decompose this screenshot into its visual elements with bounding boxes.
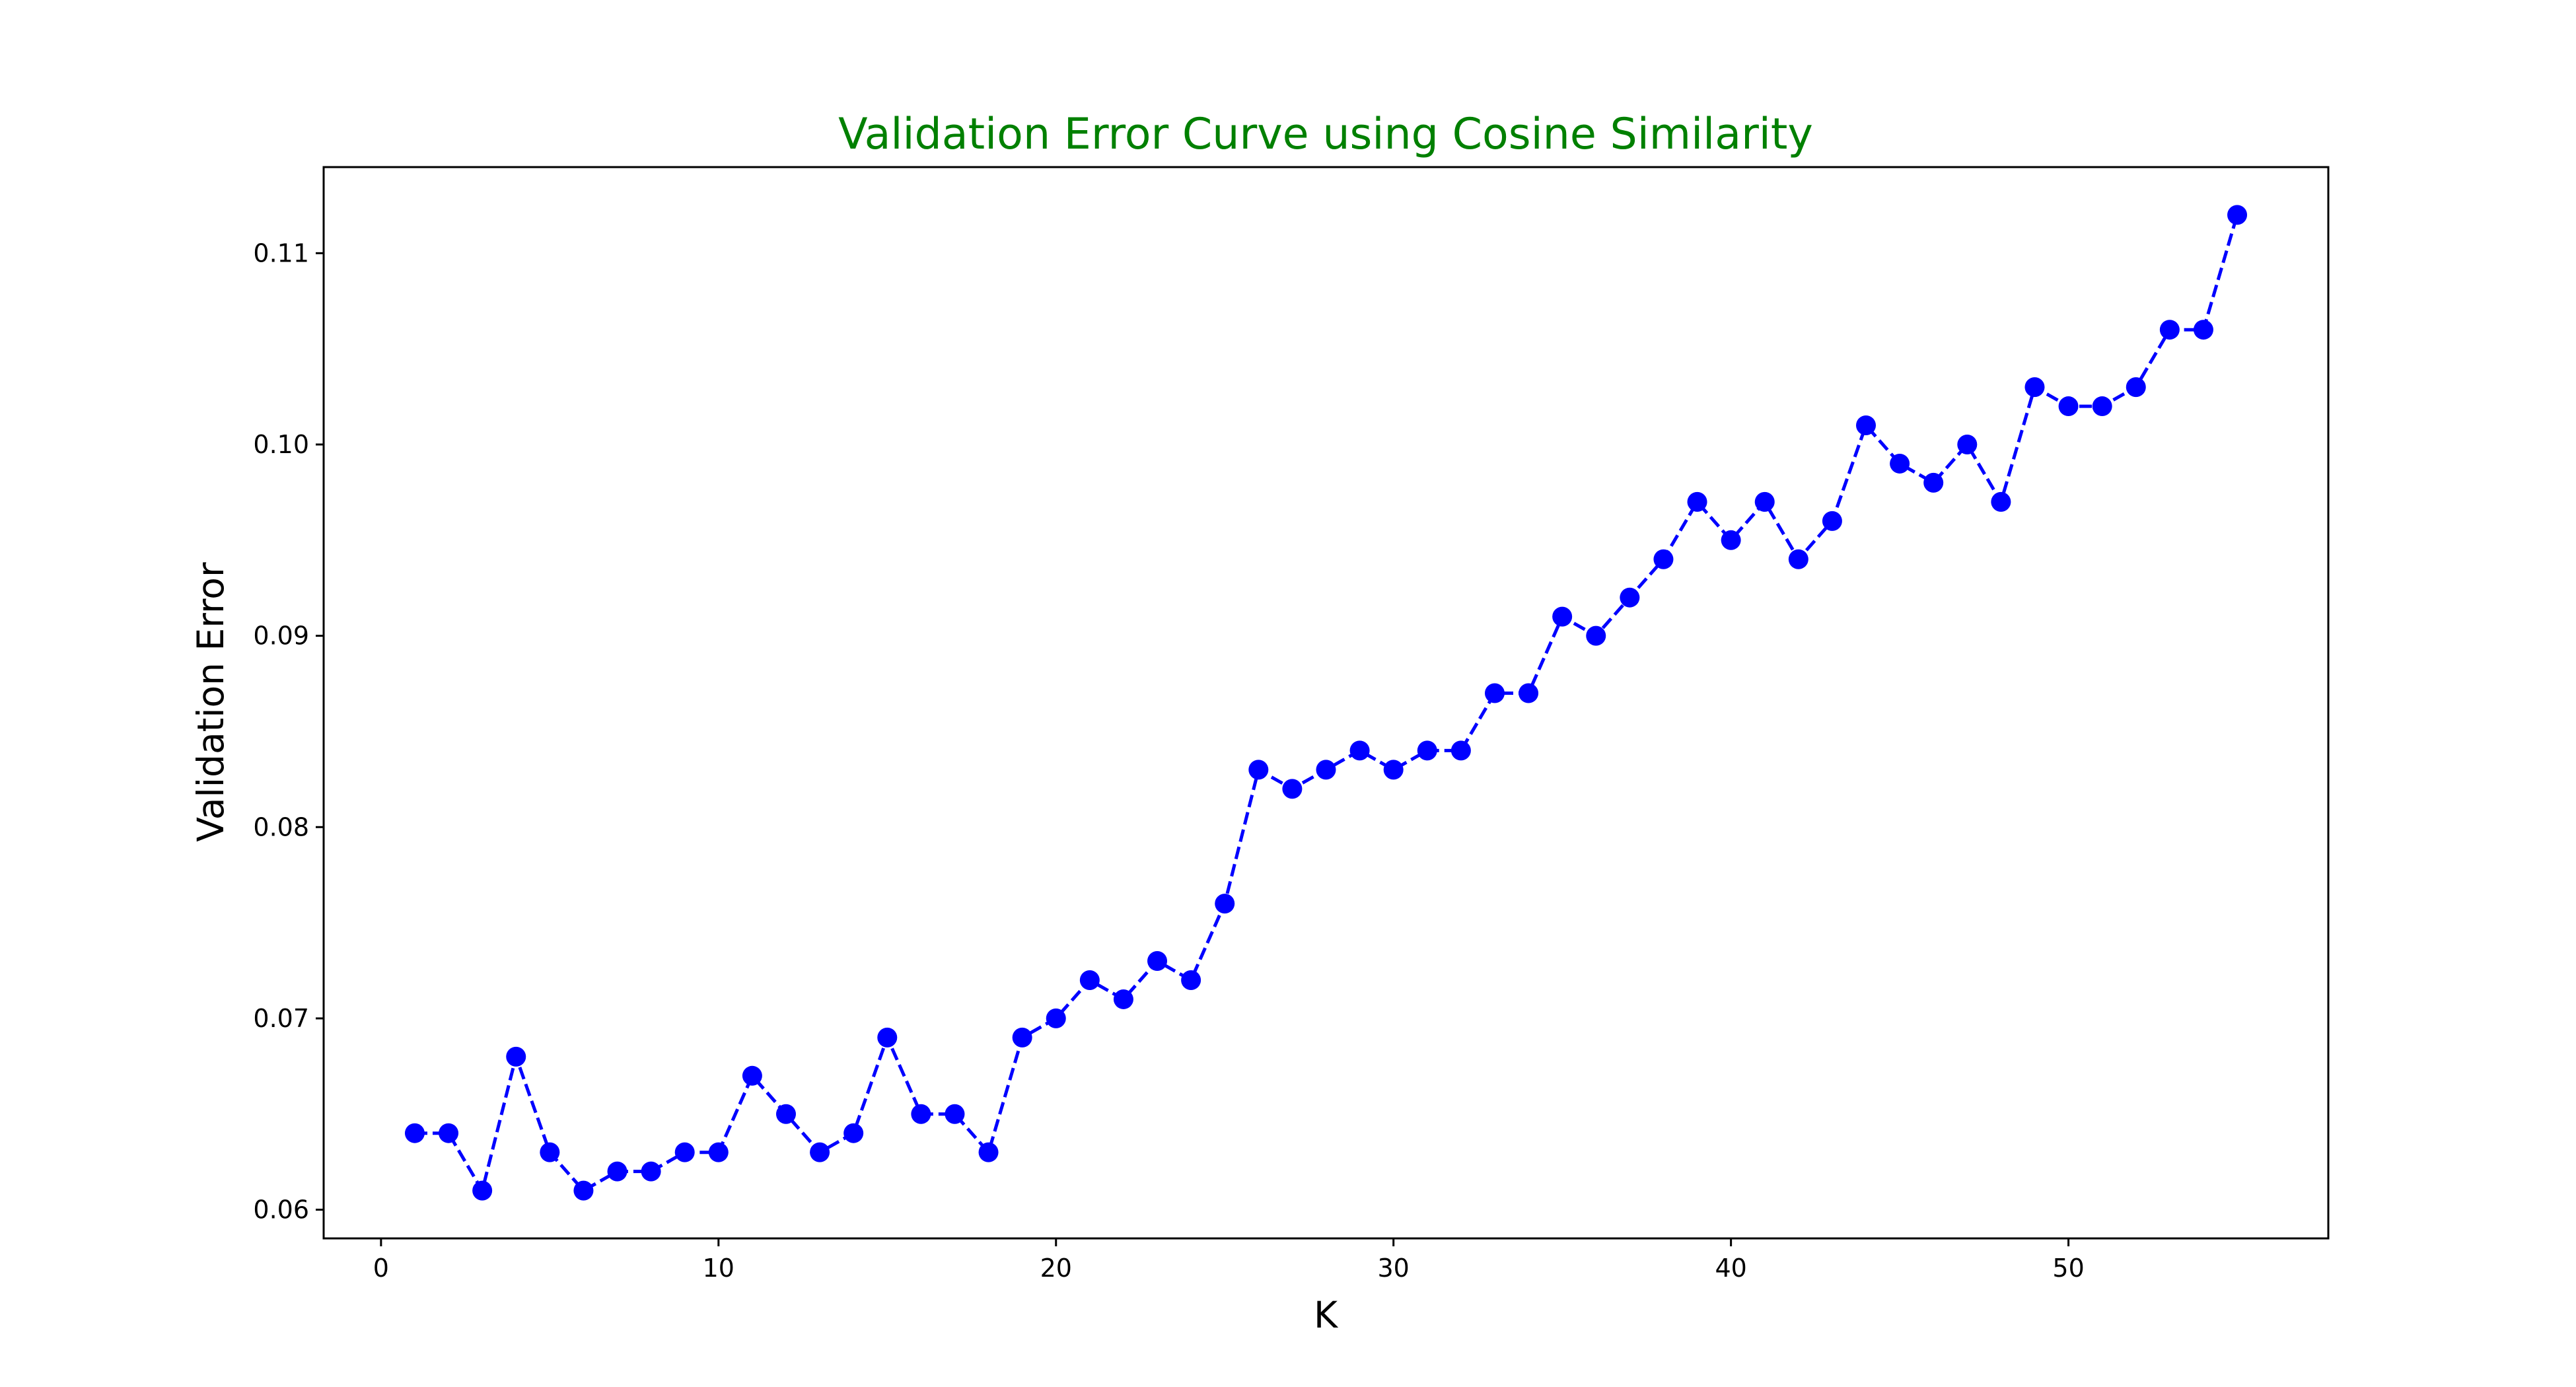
data-point: [1552, 606, 1573, 627]
y-axis-label: Validation Error: [190, 562, 232, 842]
data-point: [404, 1123, 425, 1143]
data-point: [472, 1180, 493, 1201]
data-point: [1417, 740, 1437, 761]
x-tick-label: 20: [1040, 1254, 1072, 1283]
data-point: [1519, 683, 1539, 703]
data-point: [1856, 415, 1877, 436]
data-point: [1620, 587, 1640, 608]
chart-title: Validation Error Curve using Cosine Simi…: [838, 110, 1813, 159]
data-point: [1383, 760, 1404, 780]
data-point: [607, 1161, 627, 1182]
y-tick-label: 0.07: [253, 1004, 309, 1033]
x-axis-label: K: [1314, 1294, 1339, 1336]
x-tick-label: 0: [373, 1254, 389, 1283]
data-point: [1450, 740, 1471, 761]
y-tick-label: 0.11: [253, 238, 309, 267]
data-point: [1687, 491, 1707, 512]
x-axis: 0 10 20 30 40 50: [373, 1238, 2085, 1283]
data-point: [2193, 320, 2213, 340]
data-point: [1215, 894, 1235, 914]
x-tick-label: 40: [1715, 1254, 1746, 1283]
data-point: [1316, 760, 1336, 780]
data-point: [2227, 205, 2248, 225]
data-point: [1484, 683, 1505, 703]
data-point: [945, 1104, 965, 1124]
data-point: [1248, 760, 1269, 780]
y-tick-label: 0.08: [253, 812, 309, 841]
data-point: [708, 1142, 729, 1162]
data-point: [978, 1142, 999, 1162]
data-point: [2159, 320, 2180, 340]
data-point: [1181, 970, 1201, 990]
data-point: [1653, 549, 1674, 569]
y-tick-label: 0.06: [253, 1195, 309, 1225]
data-point: [843, 1123, 864, 1143]
data-point: [1079, 970, 1100, 990]
data-point: [911, 1104, 931, 1124]
data-point: [775, 1104, 796, 1124]
data-point: [2126, 377, 2146, 398]
data-point: [641, 1161, 661, 1182]
data-point: [1788, 549, 1808, 569]
data-point: [2092, 396, 2112, 417]
x-tick-label: 30: [1378, 1254, 1410, 1283]
data-point: [439, 1123, 459, 1143]
data-point: [1890, 453, 1910, 474]
y-axis: 0.06 0.07 0.08 0.09 0.10 0.11: [253, 238, 324, 1225]
data-point: [2058, 396, 2079, 417]
data-point: [1721, 530, 1741, 550]
data-point: [1147, 951, 1168, 972]
data-point: [742, 1065, 762, 1086]
plot-area: [404, 205, 2248, 1201]
data-point: [1349, 740, 1370, 761]
y-tick-label: 0.09: [253, 622, 309, 651]
x-tick-label: 50: [2052, 1254, 2084, 1283]
data-point: [1923, 472, 1944, 493]
data-point: [1586, 625, 1606, 646]
data-point: [674, 1142, 695, 1162]
data-point: [1957, 434, 1978, 454]
data-point: [2024, 377, 2045, 398]
axes-frame: [322, 166, 2330, 1240]
y-tick-label: 0.10: [253, 430, 309, 459]
data-point: [1282, 779, 1303, 799]
data-point: [1822, 511, 1842, 531]
x-tick-label: 10: [703, 1254, 734, 1283]
data-point: [810, 1142, 830, 1162]
data-point: [573, 1180, 594, 1201]
data-point: [1012, 1027, 1032, 1048]
data-point: [1113, 989, 1133, 1009]
data-point: [1046, 1008, 1066, 1028]
data-point: [877, 1027, 898, 1048]
data-point: [506, 1046, 526, 1067]
data-point: [1754, 491, 1775, 512]
data-point: [540, 1142, 560, 1162]
data-point: [1991, 491, 2011, 512]
